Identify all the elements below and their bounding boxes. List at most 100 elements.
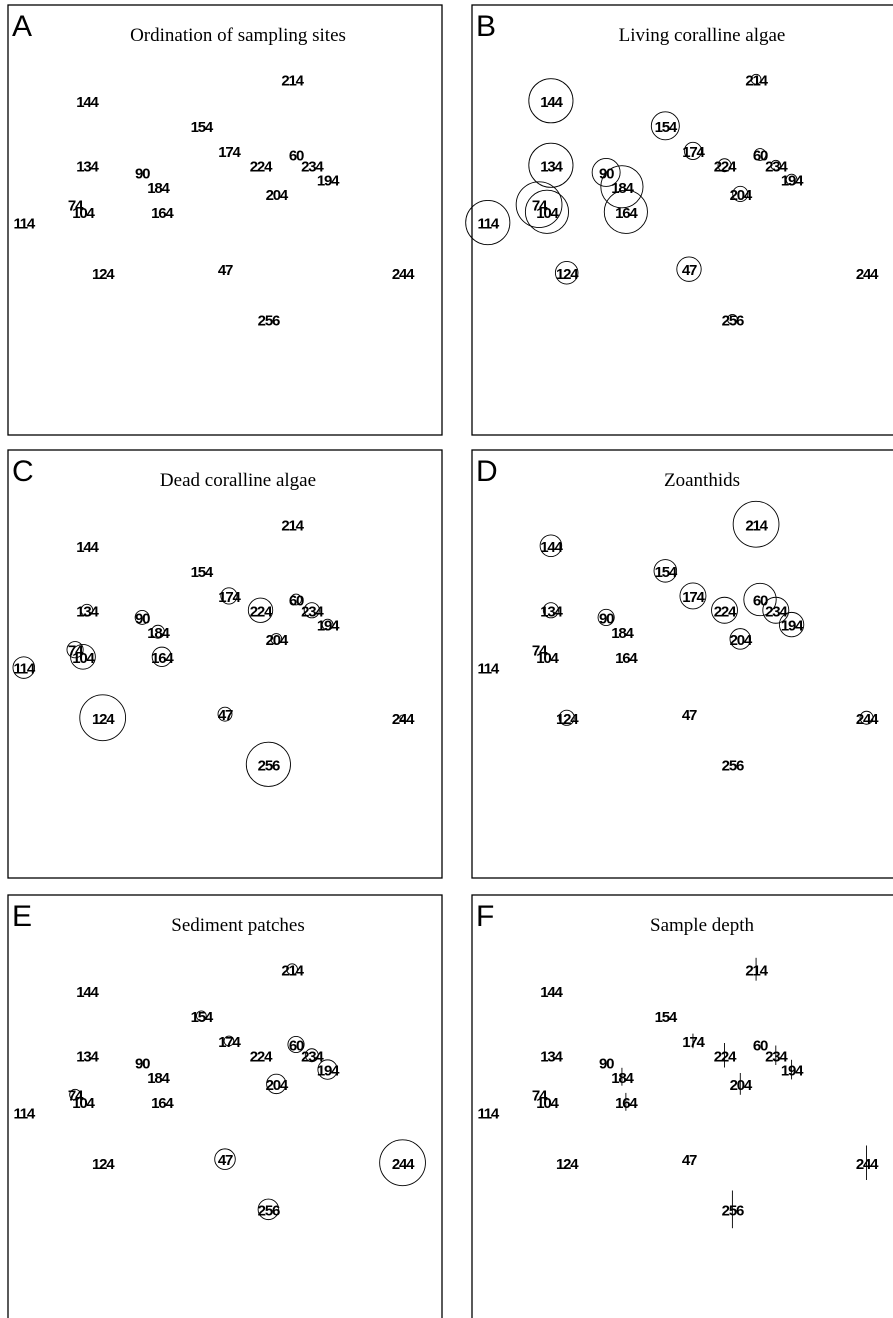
site-label-d-174: 174: [682, 589, 705, 606]
site-label-a-164: 164: [151, 205, 174, 222]
bubble-d-144: [539, 534, 563, 558]
bubble-c-60: [290, 593, 302, 606]
site-label-c-204: 204: [266, 632, 289, 649]
site-label-d-154: 154: [655, 564, 678, 581]
bubble-e-214: [286, 963, 298, 976]
site-label-d-134: 134: [540, 603, 563, 620]
bubble-e-256: [257, 1198, 280, 1221]
panel-e-title: Sediment patches: [171, 915, 305, 936]
site-label-f-194: 194: [781, 1063, 804, 1080]
site-label-e-90: 90: [135, 1055, 150, 1072]
site-label-d-256: 256: [722, 757, 744, 774]
bubble-e-244: [379, 1139, 426, 1187]
site-label-a-214: 214: [281, 72, 304, 89]
bubble-c-47: [217, 706, 233, 722]
site-label-f-144: 144: [540, 984, 563, 1001]
site-label-f-90: 90: [599, 1055, 614, 1072]
site-label-b-224: 224: [714, 158, 737, 175]
bubble-b-74: [515, 181, 563, 229]
bubble-c-256: [245, 741, 291, 787]
bubble-b-47: [676, 256, 702, 282]
site-label-a-204: 204: [266, 187, 289, 204]
site-label-e-224: 224: [250, 1048, 273, 1065]
site-label-b-174: 174: [682, 144, 705, 161]
site-label-f-47: 47: [682, 1152, 697, 1169]
site-label-a-194: 194: [317, 173, 340, 190]
site-label-e-74: 74: [68, 1088, 84, 1105]
site-label-c-104: 104: [72, 650, 95, 667]
site-label-b-244: 244: [856, 266, 879, 283]
bubble-c-114: [12, 656, 36, 679]
site-label-c-194: 194: [317, 618, 340, 635]
site-label-e-47: 47: [218, 1152, 233, 1169]
site-label-e-204: 204: [266, 1077, 289, 1094]
site-label-e-256: 256: [258, 1202, 280, 1219]
site-label-c-134: 134: [76, 603, 99, 620]
bubble-c-164: [151, 646, 173, 667]
panel-c-letter: C: [12, 455, 34, 488]
bubble-e-74: [69, 1088, 81, 1101]
bubble-e-154: [195, 1010, 207, 1022]
site-label-c-47: 47: [218, 707, 233, 724]
site-label-a-234: 234: [301, 158, 324, 175]
site-label-b-164: 164: [615, 205, 638, 222]
site-label-d-164: 164: [615, 650, 638, 667]
site-label-c-174: 174: [218, 589, 241, 606]
site-label-b-124: 124: [556, 266, 579, 283]
site-label-f-214: 214: [745, 962, 768, 979]
bubble-b-60: [753, 148, 767, 161]
site-label-d-90: 90: [599, 610, 614, 627]
site-label-c-164: 164: [151, 650, 174, 667]
site-label-d-60: 60: [753, 593, 768, 610]
site-label-b-154: 154: [655, 119, 678, 136]
site-label-a-256: 256: [258, 312, 280, 329]
panel-e-frame: [7, 894, 443, 1318]
site-label-f-74: 74: [532, 1088, 548, 1105]
site-label-f-174: 174: [682, 1034, 705, 1051]
site-label-a-104: 104: [72, 205, 95, 222]
site-label-e-134: 134: [76, 1048, 99, 1065]
site-label-b-90: 90: [599, 165, 614, 182]
site-label-b-114: 114: [477, 216, 499, 233]
bubble-e-204: [266, 1073, 287, 1095]
site-label-b-74: 74: [532, 198, 548, 215]
site-label-e-60: 60: [289, 1038, 304, 1055]
bubble-b-154: [650, 111, 680, 141]
site-label-d-104: 104: [536, 650, 559, 667]
bubble-e-234: [304, 1048, 319, 1063]
site-label-f-244: 244: [856, 1156, 879, 1173]
bubble-d-214: [732, 500, 780, 548]
site-label-a-224: 224: [250, 158, 273, 175]
bubble-c-204: [270, 633, 283, 645]
bubble-c-74: [66, 641, 84, 659]
site-label-b-256: 256: [722, 312, 744, 329]
site-label-f-154: 154: [655, 1009, 678, 1026]
panel-c-frame: [7, 449, 443, 879]
site-label-f-60: 60: [753, 1038, 768, 1055]
site-label-c-74: 74: [68, 643, 84, 660]
site-label-e-164: 164: [151, 1095, 174, 1112]
bubble-b-144: [528, 78, 574, 124]
site-label-d-114: 114: [477, 661, 499, 678]
bubble-d-124: [558, 709, 575, 726]
site-label-b-47: 47: [682, 262, 697, 279]
site-label-c-154: 154: [191, 564, 214, 581]
site-label-c-60: 60: [289, 593, 304, 610]
site-label-a-144: 144: [76, 94, 99, 111]
site-label-c-244: 244: [392, 711, 415, 728]
bubble-b-204: [732, 185, 749, 202]
panel-c-title: Dead coralline algae: [160, 470, 316, 491]
panel-b-letter: B: [476, 10, 496, 43]
site-label-d-194: 194: [781, 618, 804, 635]
site-label-c-224: 224: [250, 603, 273, 620]
site-label-e-124: 124: [92, 1156, 115, 1173]
bubble-c-174: [220, 587, 238, 605]
bubble-d-204: [729, 628, 752, 650]
bubble-b-114: [465, 200, 511, 246]
bubble-b-256: [727, 313, 738, 325]
site-label-a-124: 124: [92, 266, 115, 283]
